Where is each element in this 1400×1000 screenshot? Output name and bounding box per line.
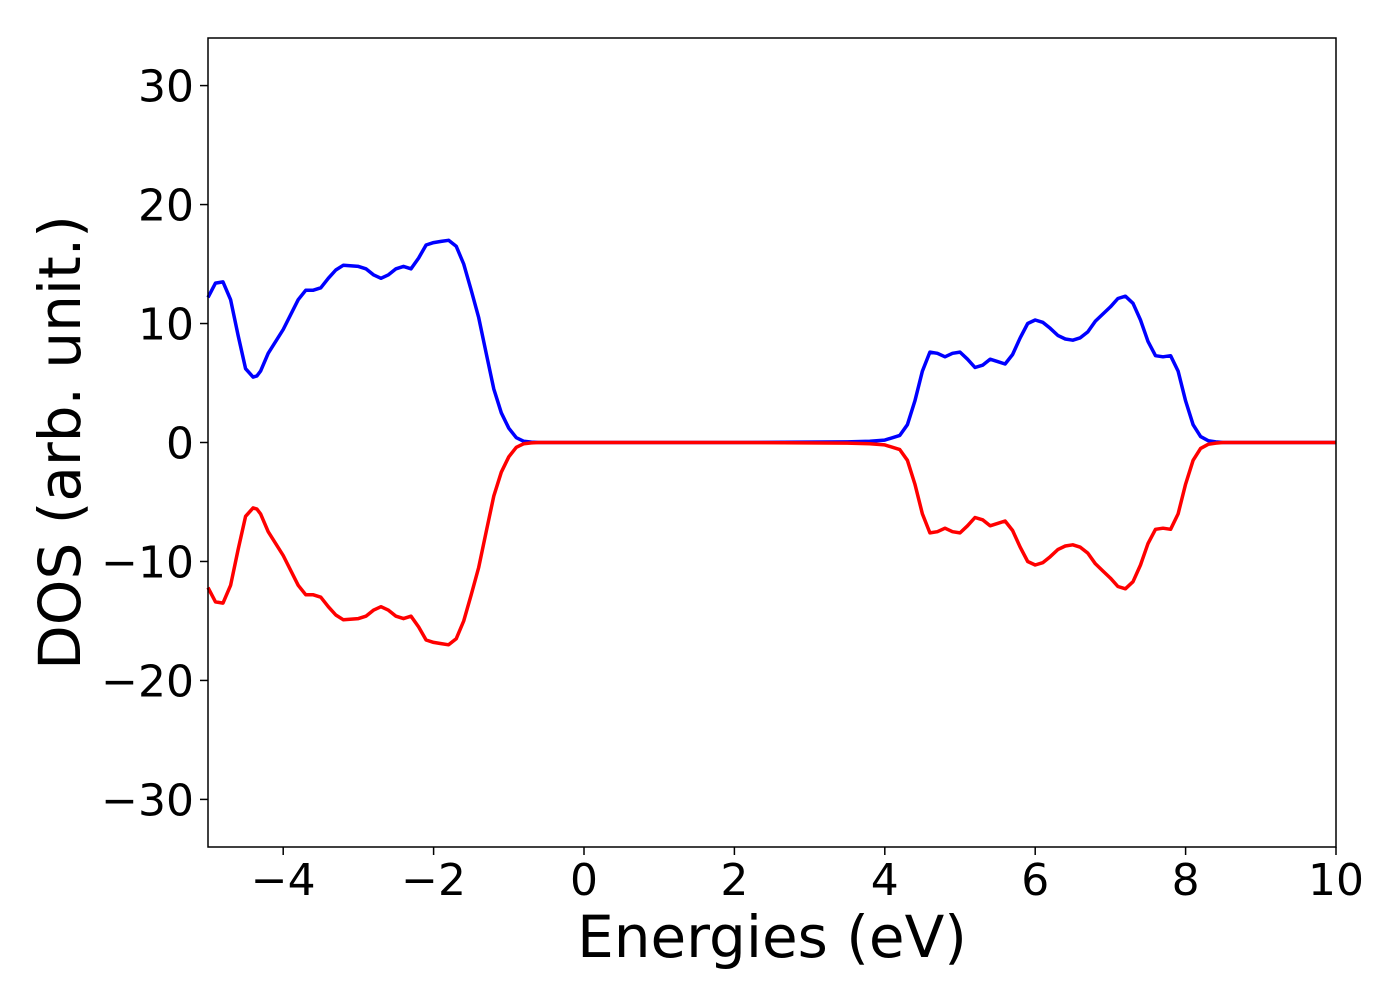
x-tick-label: 4 <box>871 855 899 906</box>
x-tick-label: 6 <box>1021 855 1049 906</box>
y-axis-ticks: −30 −20 −10 0 10 20 30 <box>101 62 208 826</box>
y-tick-label: −10 <box>101 537 194 588</box>
x-tick-label: 0 <box>570 855 598 906</box>
y-tick-label: −30 <box>101 775 194 826</box>
series-line-1 <box>206 238 1336 445</box>
x-tick-label: 8 <box>1172 855 1200 906</box>
x-tick-label: −2 <box>401 855 466 906</box>
y-tick-label: 20 <box>138 181 194 232</box>
y-tick-label: 30 <box>138 62 194 113</box>
x-axis-label: Energies (eV) <box>577 903 967 971</box>
x-tick-label: 2 <box>720 855 748 906</box>
x-axis-ticks: −4 −2 0 2 4 6 8 10 <box>251 847 1364 906</box>
y-tick-label: 10 <box>138 300 194 351</box>
series-layer <box>206 238 1336 647</box>
y-axis-label: DOS (arb. unit.) <box>26 215 94 670</box>
x-tick-label: 10 <box>1308 855 1364 906</box>
x-tick-label: −4 <box>251 855 316 906</box>
y-tick-label: 0 <box>166 419 194 470</box>
y-tick-label: −20 <box>101 656 194 707</box>
series-line-2 <box>206 440 1336 647</box>
